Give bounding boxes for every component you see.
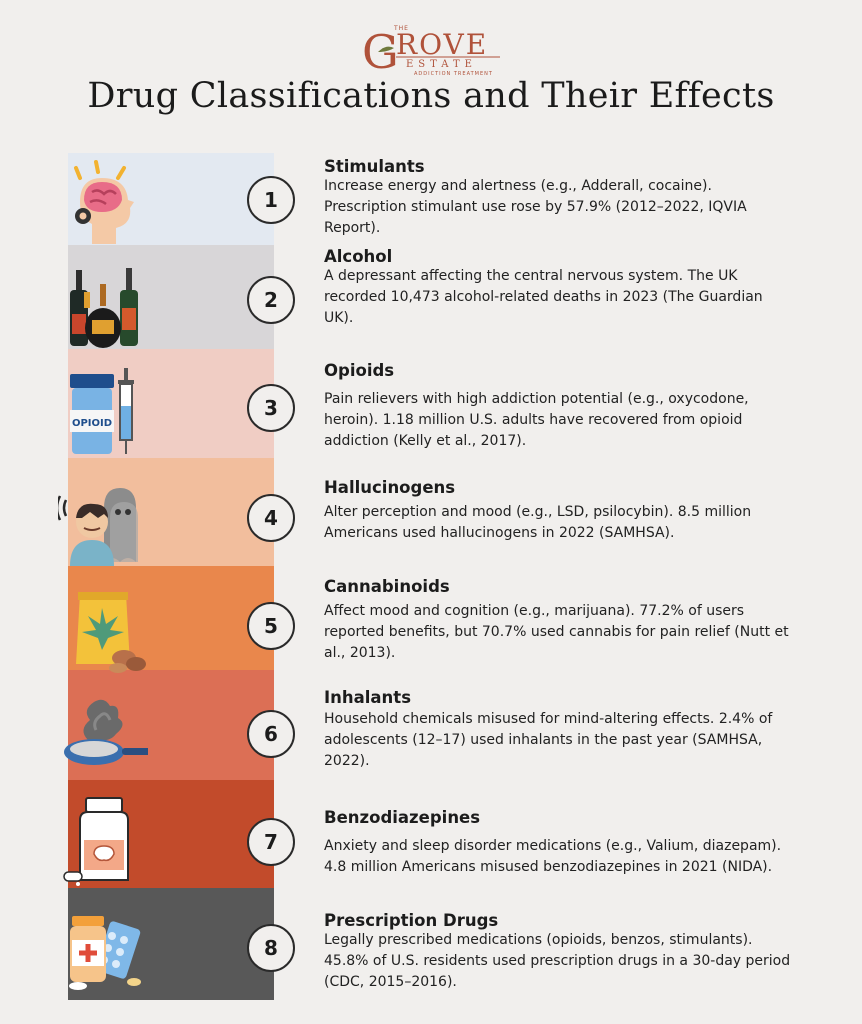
prescription-pills-icon	[58, 902, 148, 992]
number-badge-5: 5	[247, 602, 295, 650]
item-inhalants: Inhalants Household chemicals misused fo…	[324, 688, 794, 772]
item-description: Pain relievers with high addiction poten…	[324, 391, 749, 449]
item-title: Prescription Drugs	[324, 911, 499, 930]
item-prescription-drugs: Prescription Drugs Legally prescribed me…	[324, 911, 794, 993]
hallucinating-person-icon	[55, 478, 148, 568]
number-badge-4: 4	[247, 494, 295, 542]
item-title: Cannabinoids	[324, 577, 450, 596]
page-title: Drug Classifications and Their Effects	[87, 76, 775, 116]
number-badge-2: 2	[247, 276, 295, 324]
brain-head-icon	[58, 158, 148, 248]
item-title: Alcohol	[324, 247, 393, 266]
item-title: Opioids	[324, 361, 395, 380]
item-description: Alter perception and mood (e.g., LSD, ps…	[324, 504, 752, 541]
item-description: A depressant affecting the central nervo…	[324, 268, 763, 326]
item-stimulants: Stimulants Increase energy and alertness…	[324, 157, 794, 239]
logo-initial: G	[362, 25, 399, 78]
number-badge-1: 1	[247, 176, 295, 224]
item-title: Hallucinogens	[324, 478, 456, 497]
opioid-label: OPIOID	[72, 418, 112, 429]
item-description: Anxiety and sleep disorder medications (…	[324, 838, 782, 875]
grove-estate-logo: G THE ROVE ESTATE ADDICTION TREATMENT	[360, 22, 505, 79]
item-alcohol: Alcohol A depressant affecting the centr…	[324, 247, 794, 329]
logo-the: THE	[393, 25, 409, 32]
item-title: Benzodiazepines	[324, 808, 481, 827]
opioid-bottle-syringe-icon: OPIOID	[58, 366, 148, 456]
number-badge-8: 8	[247, 924, 295, 972]
logo-estate: ESTATE	[406, 59, 477, 70]
smoking-pan-icon	[58, 690, 152, 780]
item-title: Inhalants	[324, 688, 412, 707]
item-opioids: Opioids Pain relievers with high addicti…	[324, 361, 794, 452]
item-description: Legally prescribed medications (opioids,…	[324, 932, 791, 990]
number-badge-7: 7	[247, 818, 295, 866]
bottles-icon	[58, 262, 148, 352]
logo-tagline: ADDICTION TREATMENT	[414, 71, 493, 77]
item-description: Affect mood and cognition (e.g., marijua…	[324, 603, 789, 661]
leaf-icon	[378, 46, 394, 52]
item-title: Stimulants	[324, 157, 425, 176]
cannabis-bag-icon	[58, 584, 148, 674]
pill-bottle-icon	[58, 796, 148, 886]
item-description: Increase energy and alertness (e.g., Add…	[324, 178, 747, 236]
number-badge-3: 3	[247, 384, 295, 432]
logo-name: ROVE	[396, 28, 488, 61]
item-benzodiazepines: Benzodiazepines Anxiety and sleep disord…	[324, 808, 794, 878]
number-badge-6: 6	[247, 710, 295, 758]
item-cannabinoids: Cannabinoids Affect mood and cognition (…	[324, 577, 794, 664]
item-hallucinogens: Hallucinogens Alter perception and mood …	[324, 478, 794, 544]
item-description: Household chemicals misused for mind-alt…	[324, 711, 773, 769]
